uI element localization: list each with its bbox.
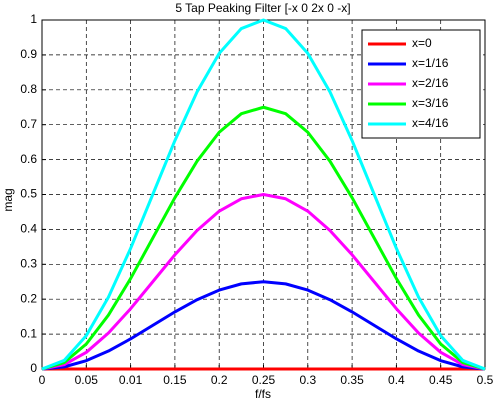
legend-label: x=2/16 (412, 76, 449, 90)
y-tick-label: 0.4 (20, 222, 37, 236)
chart-title: 5 Tap Peaking Filter [-x 0 2x 0 -x] (175, 1, 350, 15)
y-axis-label: mag (1, 188, 15, 211)
y-tick-label: 1 (30, 12, 37, 26)
x-tick-label: 0.2 (211, 373, 228, 387)
x-tick-label: 0.35 (340, 373, 364, 387)
y-tick-label: 0 (30, 361, 37, 375)
series-line (41, 18, 486, 371)
x-tick-label: 0.15 (163, 373, 187, 387)
x-tick-label: 0.3 (299, 373, 316, 387)
series-line (41, 193, 486, 371)
x-tick-label: 0.01 (119, 373, 143, 387)
legend-label: x=0 (412, 36, 432, 50)
x-tick-label: 0.05 (75, 373, 99, 387)
y-tick-label: 0.1 (20, 326, 37, 340)
x-axis-label: f/fs (255, 387, 271, 401)
legend-label: x=1/16 (412, 56, 449, 70)
y-tick-label: 0.3 (20, 256, 37, 270)
series-line (41, 105, 486, 371)
x-tick-label: 0.45 (429, 373, 453, 387)
legend-label: x=4/16 (412, 116, 449, 130)
y-tick-label: 0.2 (20, 291, 37, 305)
x-tick-label: 0 (39, 373, 46, 387)
y-tick-label: 0.7 (20, 117, 37, 131)
y-tick-label: 0.8 (20, 82, 37, 96)
y-tick-label: 0.5 (20, 187, 37, 201)
legend-label: x=3/16 (412, 96, 449, 110)
x-tick-label: 0.25 (252, 373, 276, 387)
x-tick-label: 0.4 (388, 373, 405, 387)
series-line (41, 280, 486, 371)
y-tick-label: 0.9 (20, 47, 37, 61)
x-tick-label: 0.5 (477, 373, 494, 387)
y-tick-label: 0.6 (20, 152, 37, 166)
